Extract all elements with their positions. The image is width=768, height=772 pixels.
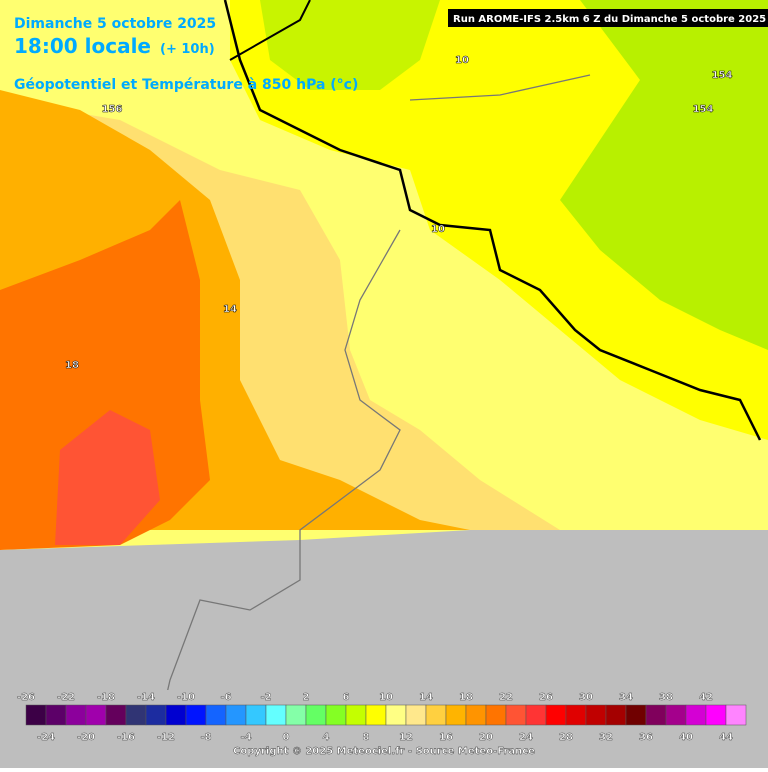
scale-label: 6: [343, 692, 350, 703]
border-line: [149, 229, 401, 769]
zone-dark-orange: [0, 200, 210, 550]
scale-label: -12: [157, 732, 175, 743]
lead-text: (+ 10h): [160, 42, 215, 57]
scale-label: -8: [200, 732, 211, 743]
scale-swatch: [445, 704, 467, 726]
scale-label: 0: [283, 732, 290, 743]
scale-swatch: [485, 704, 507, 726]
scale-swatch: [525, 704, 547, 726]
scale-label: 20: [479, 732, 493, 743]
scale-swatch: [165, 704, 187, 726]
scale-label: 18: [459, 692, 473, 703]
scale-swatch: [365, 704, 387, 726]
scale-label: 34: [619, 692, 633, 703]
scale-swatch: [205, 704, 227, 726]
scale-label: 26: [539, 692, 553, 703]
scale-swatch: [565, 704, 587, 726]
scale-label: -6: [220, 692, 231, 703]
scale-label: 38: [659, 692, 673, 703]
scale-swatch: [145, 704, 167, 726]
scale-swatch: [645, 704, 667, 726]
scale-swatch: [25, 704, 47, 726]
scale-swatch: [705, 704, 727, 726]
scale-swatch: [185, 704, 207, 726]
scale-swatch: [85, 704, 107, 726]
scale-label: 14: [419, 692, 433, 703]
scale-label: -10: [177, 692, 195, 703]
scale-label: 10: [379, 692, 393, 703]
date-text: Dimanche 5 octobre 2025: [14, 16, 216, 32]
scale-swatch: [45, 704, 67, 726]
scale-swatch: [325, 704, 347, 726]
legend-background: [0, 690, 768, 768]
scale-label: 32: [599, 732, 613, 743]
scale-label: -14: [137, 692, 155, 703]
border-line: [409, 74, 591, 101]
scale-label: 30: [579, 692, 593, 703]
scale-swatch: [265, 704, 287, 726]
zone-red: [55, 410, 160, 545]
contour-label: 154: [712, 70, 733, 81]
scale-swatch: [585, 704, 607, 726]
contour-label: 10: [455, 55, 469, 66]
scale-label: 24: [519, 732, 533, 743]
zone-green-2: [260, 0, 440, 90]
field-text: Géopotentiel et Température à 850 hPa (°…: [14, 77, 358, 93]
scale-label: -2: [260, 692, 271, 703]
contour-label: 14: [223, 304, 237, 315]
scale-swatch: [625, 704, 647, 726]
scale-swatch: [405, 704, 427, 726]
scale-label: 22: [499, 692, 513, 703]
contour-label: 154: [693, 104, 714, 115]
scale-label: 2: [303, 692, 310, 703]
scale-label: 12: [399, 732, 413, 743]
scale-label: 40: [679, 732, 693, 743]
scale-label: 44: [719, 732, 733, 743]
scale-swatch: [305, 704, 327, 726]
scale-swatch: [505, 704, 527, 726]
scale-swatch: [245, 704, 267, 726]
scale-swatch: [465, 704, 487, 726]
scale-swatch: [425, 704, 447, 726]
scale-label: 8: [363, 732, 370, 743]
scale-swatch: [65, 704, 87, 726]
scale-label: 28: [559, 732, 573, 743]
zone-green: [560, 0, 768, 350]
scale-label: -20: [77, 732, 95, 743]
scale-label: 42: [699, 692, 713, 703]
contour-label: 18: [65, 360, 79, 371]
scale-label: -24: [37, 732, 55, 743]
contour-label: 10: [431, 224, 445, 235]
scale-label: 4: [323, 732, 330, 743]
scale-swatch: [665, 704, 687, 726]
scale-label: -26: [17, 692, 35, 703]
scale-swatch: [605, 704, 627, 726]
scale-swatch: [285, 704, 307, 726]
scale-swatch: [545, 704, 567, 726]
scale-swatch: [385, 704, 407, 726]
scale-label: -22: [57, 692, 75, 703]
time-text: 18:00 locale: [14, 34, 151, 58]
scale-label: -18: [97, 692, 115, 703]
scale-swatch: [345, 704, 367, 726]
scale-label: 16: [439, 732, 453, 743]
scale-label: -4: [240, 732, 251, 743]
run-text: Run AROME-IFS 2.5km 6 Z du Dimanche 5 oc…: [453, 14, 766, 25]
scale-label: -16: [117, 732, 135, 743]
scale-swatch: [225, 704, 247, 726]
contour-label: 156: [102, 104, 123, 115]
contour-line: [223, 0, 762, 441]
scale-swatch: [125, 704, 147, 726]
scale-swatch: [685, 704, 707, 726]
run-box: [448, 9, 768, 27]
scale-swatch: [725, 704, 747, 726]
scale-label: 36: [639, 732, 653, 743]
color-scale: -26-24-22-20-18-16-14-12-10-8-6-4-202468…: [17, 692, 747, 743]
copyright: Copyright © 2025 Meteociel.fr - Source M…: [233, 746, 535, 757]
contour-line: [229, 0, 311, 61]
scale-swatch: [105, 704, 127, 726]
